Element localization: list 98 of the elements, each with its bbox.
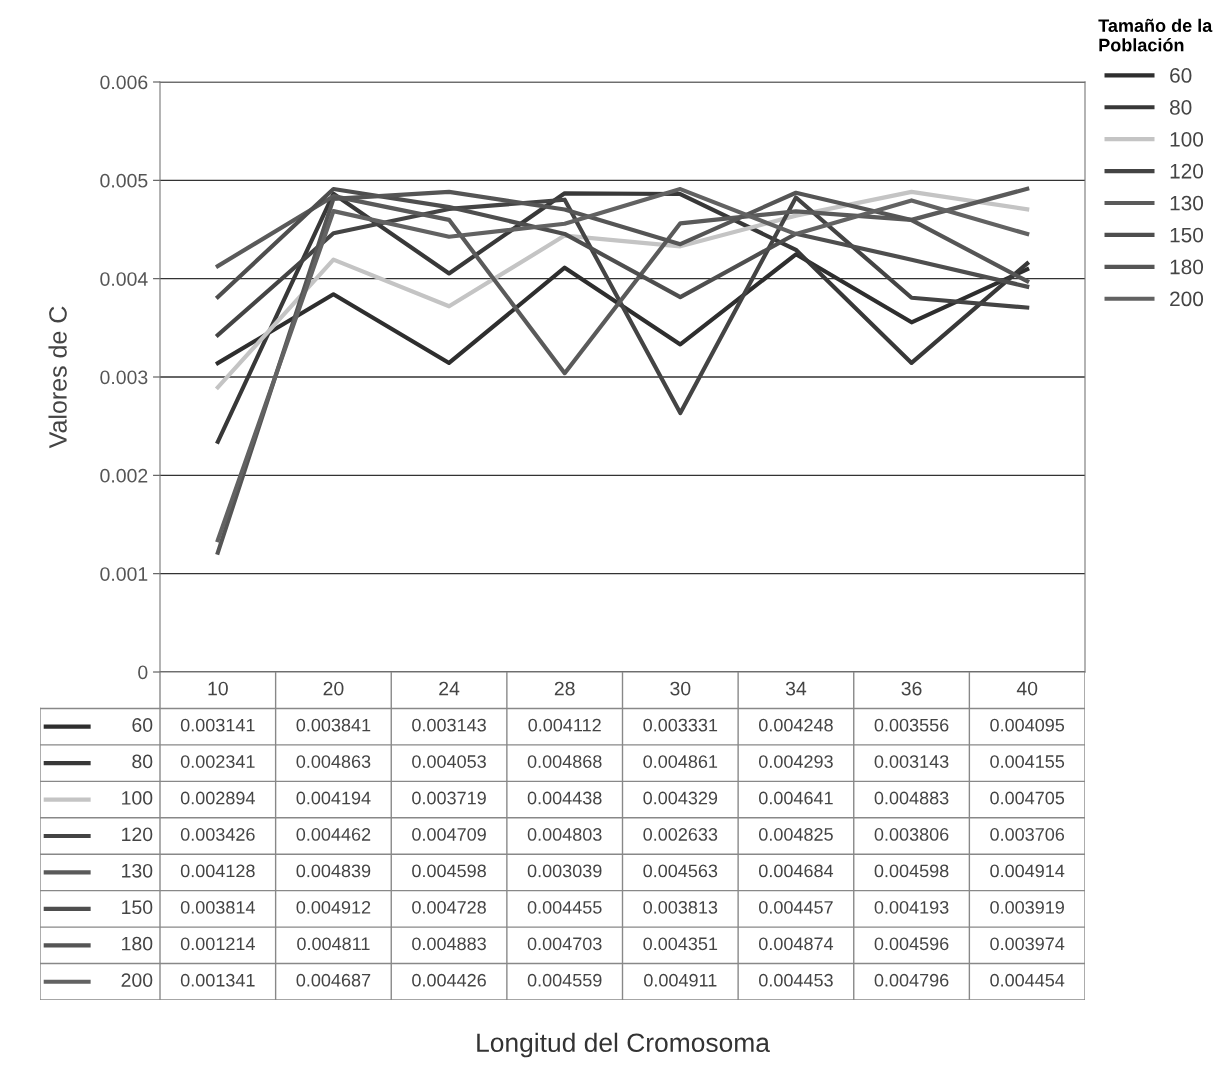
data-label: 0.004861 bbox=[643, 755, 718, 768]
data-label: 0.003143 bbox=[874, 755, 949, 768]
data-label: 0.003426 bbox=[180, 828, 255, 841]
text: 120 bbox=[122, 827, 153, 842]
text: 60 bbox=[132, 718, 153, 732]
text: 200 bbox=[121, 973, 153, 987]
data-label: 0.004868 bbox=[527, 755, 602, 768]
x-tick-label: 28 bbox=[554, 681, 575, 696]
text: 180 bbox=[122, 936, 153, 951]
data-label: 0.004194 bbox=[296, 791, 371, 805]
data-label: 0.004559 bbox=[527, 973, 602, 987]
x-tick-label: 36 bbox=[901, 681, 922, 696]
data-label: 0.003556 bbox=[874, 718, 949, 732]
x-tick-label: 30 bbox=[670, 681, 691, 696]
data-label: 0.003841 bbox=[296, 718, 371, 732]
data-label: 0.004825 bbox=[758, 828, 833, 841]
data-label: 0.004912 bbox=[296, 900, 371, 914]
data-label: 0.004462 bbox=[296, 828, 371, 841]
text: 150 bbox=[122, 900, 153, 915]
y-tick-label: 0.005 bbox=[100, 173, 148, 188]
text: Longitud del Cromosoma bbox=[477, 1032, 770, 1058]
data-label: 0.004128 bbox=[180, 864, 255, 878]
data-label: 0.004684 bbox=[758, 864, 834, 878]
data-label: 0.004457 bbox=[758, 900, 833, 914]
data-label: 0.003806 bbox=[874, 828, 949, 841]
x-tick-label: 34 bbox=[785, 681, 807, 696]
data-label: 0.004641 bbox=[758, 791, 833, 805]
x-tick-label: 40 bbox=[1016, 681, 1038, 696]
data-label: 0.004095 bbox=[990, 718, 1065, 732]
y-tick-label: 0.004 bbox=[100, 272, 148, 286]
data-label: 0.003719 bbox=[412, 791, 486, 805]
data-label: 0.004329 bbox=[643, 791, 718, 805]
data-label: 0.004351 bbox=[643, 937, 718, 951]
y-tick-label: 0.003 bbox=[100, 370, 148, 385]
y-tick-label: 0.001 bbox=[100, 567, 148, 581]
data-label: 0.002894 bbox=[180, 791, 255, 805]
data-label: 0.004293 bbox=[758, 755, 833, 768]
y-tick-label: 0 bbox=[138, 665, 148, 680]
legend-label: 200 bbox=[1170, 291, 1204, 307]
data-label: 0.004053 bbox=[412, 755, 486, 768]
data-label: 0.002341 bbox=[180, 755, 255, 768]
data-label: 0.003141 bbox=[180, 718, 255, 732]
data-label: 0.004453 bbox=[758, 973, 833, 987]
data-label: 0.003814 bbox=[180, 900, 255, 914]
x-tick-label: 20 bbox=[323, 681, 344, 696]
text: 100 bbox=[122, 791, 153, 805]
data-label: 0.004811 bbox=[297, 937, 370, 951]
y-tick-label: 0.002 bbox=[100, 468, 148, 483]
data-label: 0.004874 bbox=[758, 937, 834, 951]
data-label: 0.001341 bbox=[180, 973, 255, 987]
data-label: 0.003974 bbox=[990, 937, 1065, 951]
data-label: 0.004155 bbox=[990, 755, 1065, 768]
data-label: 0.004796 bbox=[874, 973, 949, 987]
data-label: 0.004705 bbox=[990, 791, 1065, 805]
x-tick-label: 24 bbox=[439, 681, 460, 696]
data-label: 0.003919 bbox=[990, 900, 1064, 914]
data-label: 0.002633 bbox=[643, 828, 718, 841]
y-tick-label: 0.006 bbox=[100, 75, 148, 90]
data-label: 0.004193 bbox=[874, 900, 949, 914]
data-label: 0.003331 bbox=[643, 718, 718, 732]
data-label: 0.003706 bbox=[990, 828, 1065, 841]
legend-label: 120 bbox=[1170, 163, 1204, 179]
data-label: 0.004863 bbox=[296, 755, 371, 768]
legend-label: 150 bbox=[1170, 227, 1204, 243]
data-label: 0.004687 bbox=[296, 973, 371, 987]
data-label: 0.003039 bbox=[527, 864, 602, 878]
data-label: 0.003143 bbox=[412, 718, 486, 732]
y-axis-title: Valores de C bbox=[48, 306, 67, 449]
data-label: 0.001214 bbox=[180, 937, 255, 951]
data-label: 0.004438 bbox=[527, 791, 602, 805]
legend-title: Tamaño de la Población bbox=[1098, 18, 1213, 52]
data-label: 0.004455 bbox=[527, 900, 602, 914]
data-label: 0.004911 bbox=[644, 973, 717, 987]
data-label: 0.004112 bbox=[528, 718, 601, 732]
legend-label: 180 bbox=[1170, 259, 1204, 275]
data-label: 0.003813 bbox=[643, 900, 718, 914]
data-label: 0.004563 bbox=[643, 864, 718, 878]
legend-label: 60 bbox=[1170, 68, 1192, 83]
data-label: 0.004883 bbox=[412, 937, 486, 951]
text: 80 bbox=[132, 754, 153, 769]
data-label: 0.004426 bbox=[412, 973, 486, 987]
data-label: 0.004803 bbox=[527, 828, 602, 841]
data-label: 0.004839 bbox=[296, 864, 371, 878]
x-tick-label: 10 bbox=[208, 681, 228, 696]
data-label: 0.004454 bbox=[990, 973, 1065, 987]
data-label: 0.004598 bbox=[412, 864, 486, 878]
data-label: 0.004728 bbox=[412, 900, 486, 914]
legend-label: 80 bbox=[1170, 100, 1192, 115]
legend-label: 130 bbox=[1170, 195, 1204, 211]
data-label: 0.004703 bbox=[527, 937, 602, 951]
data-label: 0.004883 bbox=[874, 791, 949, 805]
data-label: 0.004914 bbox=[990, 864, 1065, 878]
data-label: 0.004596 bbox=[874, 937, 949, 951]
data-label: 0.004709 bbox=[412, 828, 486, 841]
text: 130 bbox=[122, 863, 153, 878]
legend-label: 100 bbox=[1170, 131, 1204, 147]
data-label: 0.004248 bbox=[758, 718, 833, 732]
data-label: 0.004598 bbox=[874, 864, 949, 878]
